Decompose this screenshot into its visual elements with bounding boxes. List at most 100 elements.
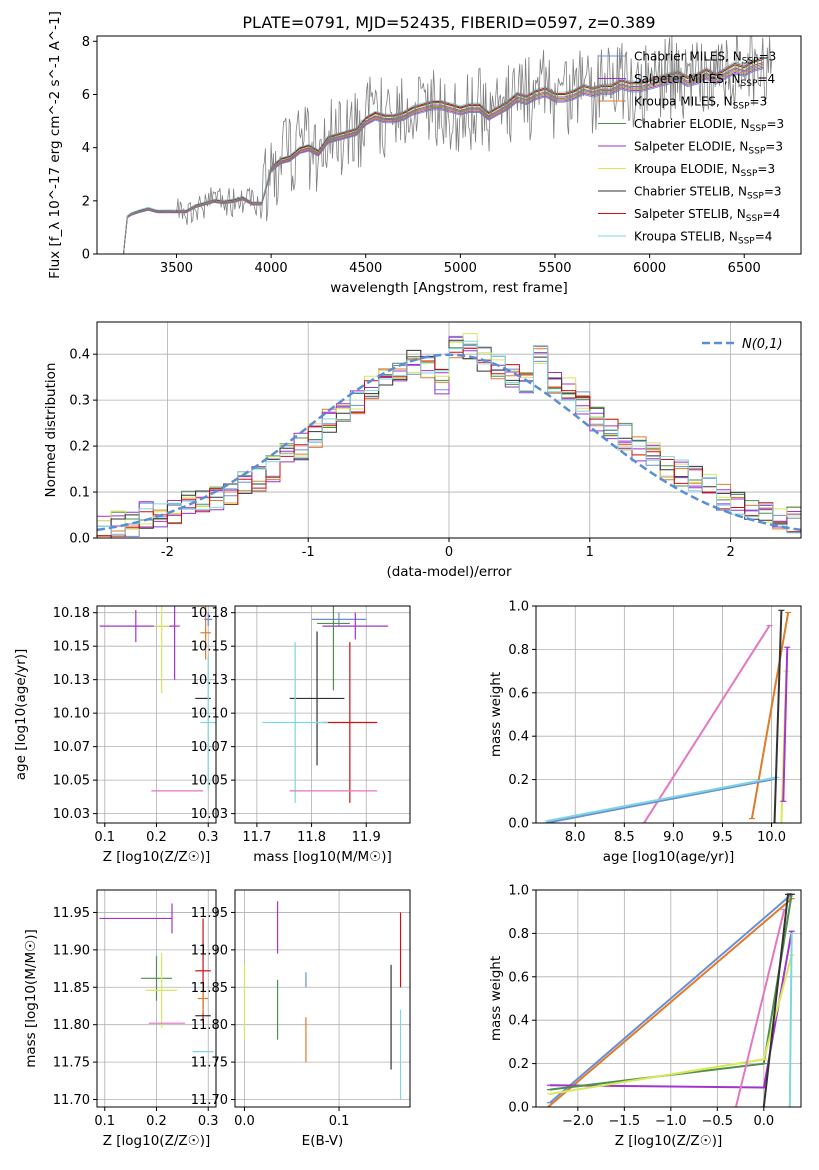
x-tick-label: 5500 (538, 261, 571, 276)
mass-vs-ebv-panel: 0.0 0.1 11.70 11.75 11.80 11.85 11.90 11.95 E(B-… (191, 889, 411, 1149)
axes-frame (96, 889, 217, 1108)
series-line (545, 778, 772, 823)
y-tick-label: 10.03 (191, 807, 228, 822)
y-tick-label: 0.8 (508, 927, 529, 942)
x-tick-label: 9.0 (663, 830, 684, 845)
model-spectrum-line (123, 56, 764, 254)
y-tick-label: 11.75 (53, 1056, 90, 1071)
x-axis-label: wavelength [Angstrom, rest frame] (330, 280, 568, 296)
y-tick-label: 4 (82, 141, 90, 156)
y-tick-label: 10.15 (191, 640, 228, 655)
spectrum-lines (123, 36, 773, 254)
y-tick-label: 10.15 (53, 640, 90, 655)
series-line (762, 893, 792, 1107)
x-tick-label: 9.5 (712, 830, 733, 845)
x-tick-label: 0.1 (94, 1114, 115, 1129)
y-tick-label: 11.80 (191, 1018, 228, 1033)
y-tick-label: 0.4 (508, 730, 529, 745)
x-tick-label: 0.2 (146, 1114, 167, 1129)
massweight-vs-z-panel: −2.0 −1.5 −1.0 −0.5 0.0 0.0 0.2 0.4 0.6 0.8 1.0 Z [… (488, 884, 802, 1149)
y-tick-label: 0.3 (69, 394, 90, 409)
model-spectrum-line (123, 62, 764, 254)
y-tick-label: 0.4 (508, 1014, 529, 1029)
series-line (782, 647, 789, 802)
x-tick-label: 11.7 (242, 830, 271, 845)
x-tick-label: 0.1 (94, 830, 115, 845)
series-line (734, 909, 786, 1107)
y-tick-label: 10.07 (191, 740, 228, 755)
series-line (750, 612, 790, 819)
y-tick-label: 10.10 (191, 707, 228, 722)
normal-curve (97, 353, 801, 532)
y-tick-label: 11.70 (191, 1093, 228, 1108)
x-tick-label: 6500 (728, 261, 761, 276)
y-tick-label: 11.95 (191, 906, 228, 921)
residual-histogram-panel: -2 -1 0 1 2 0.0 0.1 0.2 0.3 0.4 (data-model)/error… (43, 321, 802, 580)
series-line (549, 893, 793, 1104)
x-tick-label: 0.3 (198, 830, 219, 845)
y-tick-label: 0.2 (69, 440, 90, 455)
x-tick-label: 10.0 (757, 830, 786, 845)
legend-label: Chabrier STELIB, NSSP=3 (634, 185, 782, 202)
model-spectrum-line (123, 63, 764, 254)
y-tick-label: 11.70 (53, 1093, 90, 1108)
y-tick-label: 11.90 (191, 943, 228, 958)
y-tick-label: 10.05 (191, 774, 228, 789)
massweight-vs-age-panel: 8.0 8.5 9.0 9.5 10.0 0.0 0.2 0.4 0.6 0.8 1.0 age [l… (488, 600, 802, 865)
y-tick-label: 10.13 (191, 673, 228, 688)
y-axis-label: Flux [f_λ 10^-17 erg cm^-2 s^-1 A^-1] (47, 11, 63, 279)
x-tick-label: 0.1 (329, 1114, 350, 1129)
axes-frame (96, 321, 802, 539)
axes-frame (234, 889, 411, 1108)
y-tick-label: 0.2 (508, 773, 529, 788)
y-tick-label: 8 (82, 35, 90, 50)
x-tick-label: 6000 (633, 261, 666, 276)
x-axis-label: Z [log10(Z/Z☉)] (103, 849, 211, 865)
y-tick-label: 0.0 (69, 532, 90, 547)
series-group (545, 893, 795, 1107)
x-tick-label: −0.5 (702, 1114, 734, 1129)
errorbars (99, 903, 214, 1053)
y-tick-label: 10.07 (53, 740, 90, 755)
y-tick-label: 10.18 (191, 606, 228, 621)
x-tick-label: 2 (726, 545, 734, 560)
x-axis-label: (data-model)/error (386, 564, 512, 580)
x-tick-label: 11.8 (297, 830, 326, 845)
errorbars (99, 606, 216, 792)
x-tick-label: 4500 (349, 261, 382, 276)
x-axis-label: Z [log10(Z/Z☉)] (103, 1133, 211, 1149)
y-tick-label: 11.80 (53, 1018, 90, 1033)
y-tick-label: 0.0 (508, 817, 529, 832)
model-spectrum-line (123, 57, 764, 254)
legend-label: Kroupa ELODIE, NSSP=3 (634, 162, 775, 179)
y-axis-label: Normed distribution (43, 363, 59, 498)
x-tick-label: 0.2 (146, 830, 167, 845)
x-tick-label: 3500 (160, 261, 193, 276)
series-line (643, 624, 771, 823)
y-tick-label: 0.2 (508, 1057, 529, 1072)
series-line (788, 933, 793, 1107)
legend-label: Salpeter ELODIE, NSSP=3 (634, 140, 783, 157)
y-tick-label: 0.6 (508, 686, 529, 701)
y-axis-label: mass [log10(M/M☉)] (23, 929, 39, 1068)
errorbars (262, 606, 389, 803)
x-tick-label: 0.0 (234, 1114, 255, 1129)
axes-frame (96, 35, 802, 255)
age-vs-mass-panel: 11.7 11.8 11.9 10.03 10.05 10.07 10.10 10.13 10.… (191, 605, 411, 865)
y-tick-label: 1.0 (508, 600, 529, 615)
legend-label: Chabrier MILES, NSSP=3 (634, 50, 776, 67)
x-tick-label: 11.9 (352, 830, 381, 845)
y-tick-label: 1.0 (508, 884, 529, 899)
legend-label: Salpeter MILES, NSSP=4 (634, 72, 775, 89)
y-tick-label: 10.03 (53, 807, 90, 822)
x-tick-label: −2.0 (562, 1114, 594, 1129)
y-tick-label: 0 (82, 248, 90, 263)
x-tick-label: -2 (161, 545, 174, 560)
y-tick-label: 11.90 (53, 943, 90, 958)
legend-label: Kroupa STELIB, NSSP=4 (634, 230, 772, 247)
axes-frame (535, 605, 802, 824)
axes-frame (535, 889, 802, 1108)
axes-frame (96, 605, 217, 824)
legend-label: Kroupa MILES, NSSP=3 (634, 95, 767, 112)
y-tick-label: 10.10 (53, 707, 90, 722)
